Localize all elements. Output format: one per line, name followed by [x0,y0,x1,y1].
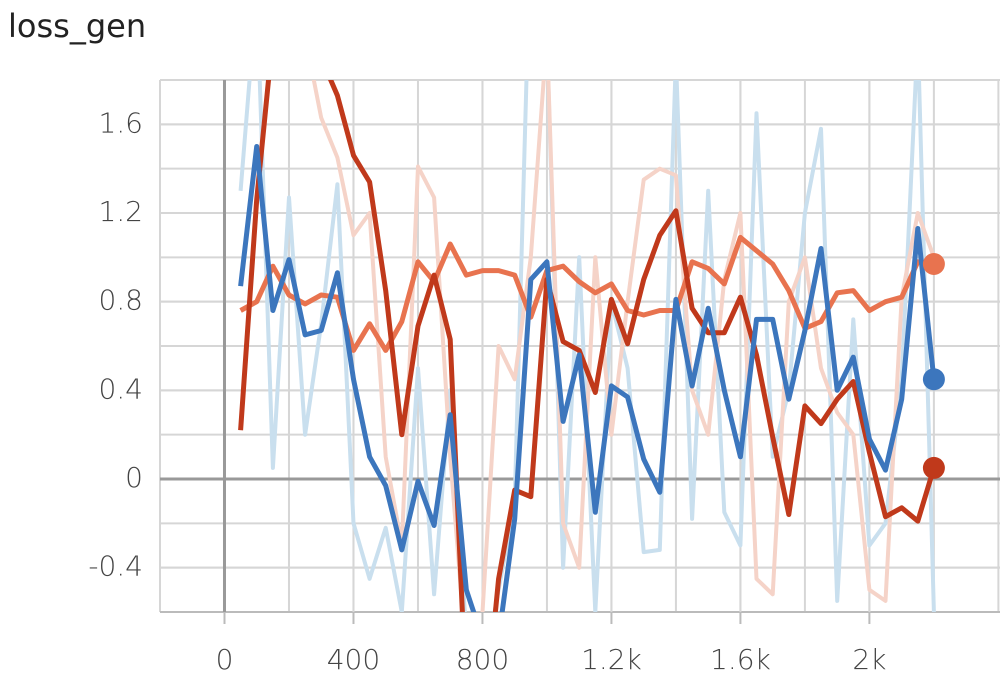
x-tick-label: 1.6k [710,643,771,676]
x-tick-label: 1.2k [581,643,642,676]
y-tick-label: 1.2 [98,195,143,228]
series-line [238,80,937,612]
x-tick-label: 0 [216,643,234,676]
endpoint-dot [922,368,945,391]
x-tick-label: 2k [852,643,886,676]
x-tick-label: 800 [456,643,509,676]
series-line [311,80,936,612]
y-tick-label: 0.8 [98,284,143,317]
y-tick-label: 1.6 [98,106,143,139]
x-tick-label: 400 [327,643,380,676]
y-tick-label: 0.4 [98,372,143,405]
series-line [239,234,935,353]
endpoint-dot [922,456,945,479]
y-tick-label: -0.4 [88,550,143,583]
y-tick-label: 0 [125,461,143,494]
endpoint-dot [922,252,945,275]
chart-title: loss_gen [8,7,146,45]
series-line [238,144,937,612]
